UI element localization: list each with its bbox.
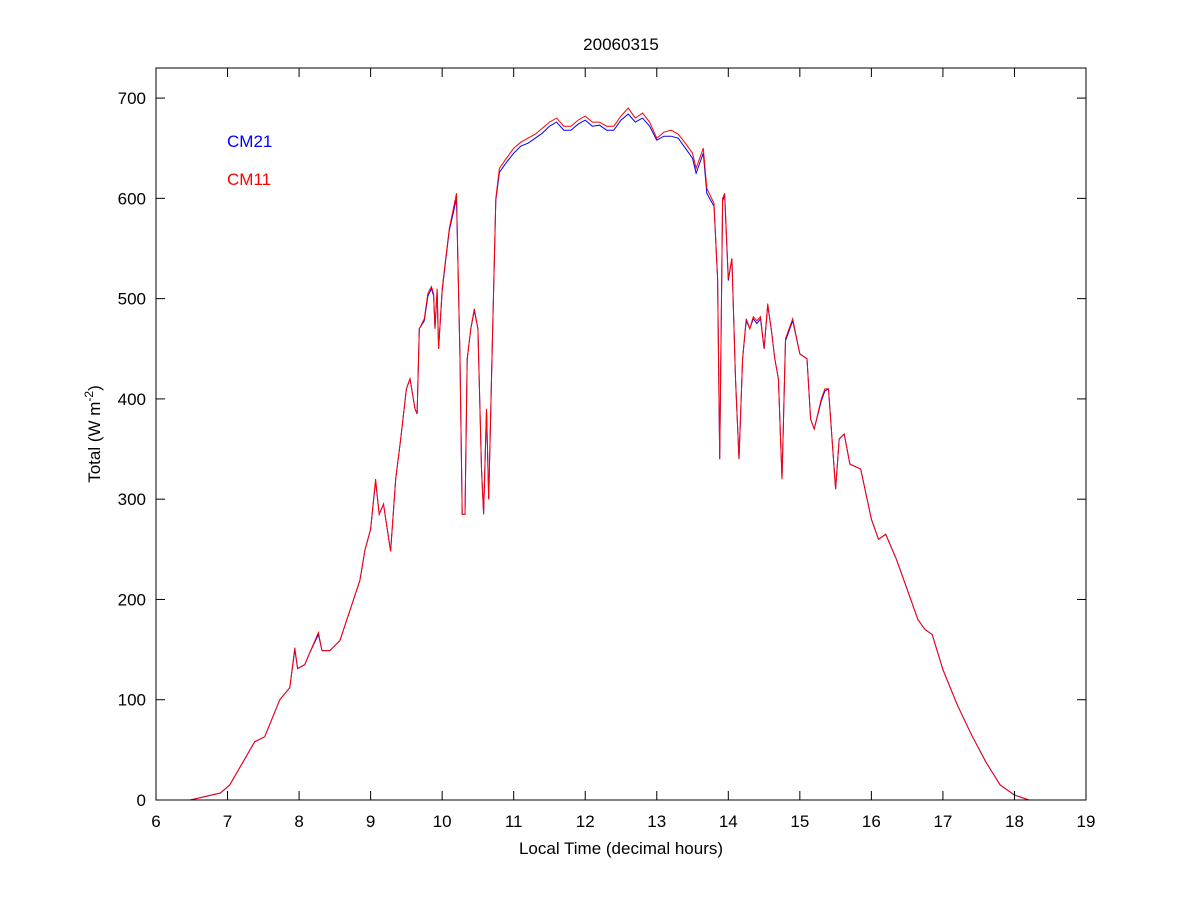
y-axis-label: Total (W m-2) [82,385,104,483]
x-tick-label: 9 [366,812,375,831]
x-tick-label: 17 [933,812,952,831]
x-tick-label: 18 [1005,812,1024,831]
y-tick-label: 200 [118,590,146,609]
y-axis-label-close: ) [85,385,104,391]
y-tick-label: 700 [118,89,146,108]
x-tick-label: 14 [719,812,738,831]
series-cm21 [190,113,1029,801]
x-tick-label: 10 [433,812,452,831]
x-axis-label: Local Time (decimal hours) [519,839,723,858]
series-line-cm21 [190,113,1029,801]
series-line-cm11 [190,107,1029,801]
x-axis-ticks: 6 7 8 9 10 11 12 13 14 15 16 17 18 19 [151,68,1095,831]
y-tick-label: 600 [118,189,146,208]
y-tick-label: 0 [137,791,146,810]
x-tick-label: 6 [151,812,160,831]
legend-cm11: CM11 [227,170,271,189]
y-axis-label-superscript: -2 [82,391,96,402]
y-tick-label: 400 [118,390,146,409]
x-tick-label: 13 [647,812,666,831]
series-cm11 [190,107,1029,801]
chart-title: 20060315 [583,35,659,54]
y-axis-ticks: 0 100 200 300 400 500 600 700 [118,89,1086,810]
y-axis-label-main: Total (W m [85,402,104,483]
x-tick-label: 15 [790,812,809,831]
x-tick-label: 19 [1077,812,1096,831]
legend-cm21: CM21 [227,132,272,151]
y-tick-label: 100 [118,691,146,710]
x-tick-label: 11 [505,812,523,831]
x-tick-label: 7 [223,812,232,831]
y-tick-label: 500 [118,290,146,309]
axes-box [155,67,1087,801]
x-tick-label: 8 [294,812,303,831]
plot-lines [190,107,1029,801]
x-tick-label: 12 [576,812,595,831]
x-tick-label: 16 [862,812,881,831]
y-tick-label: 300 [118,490,146,509]
